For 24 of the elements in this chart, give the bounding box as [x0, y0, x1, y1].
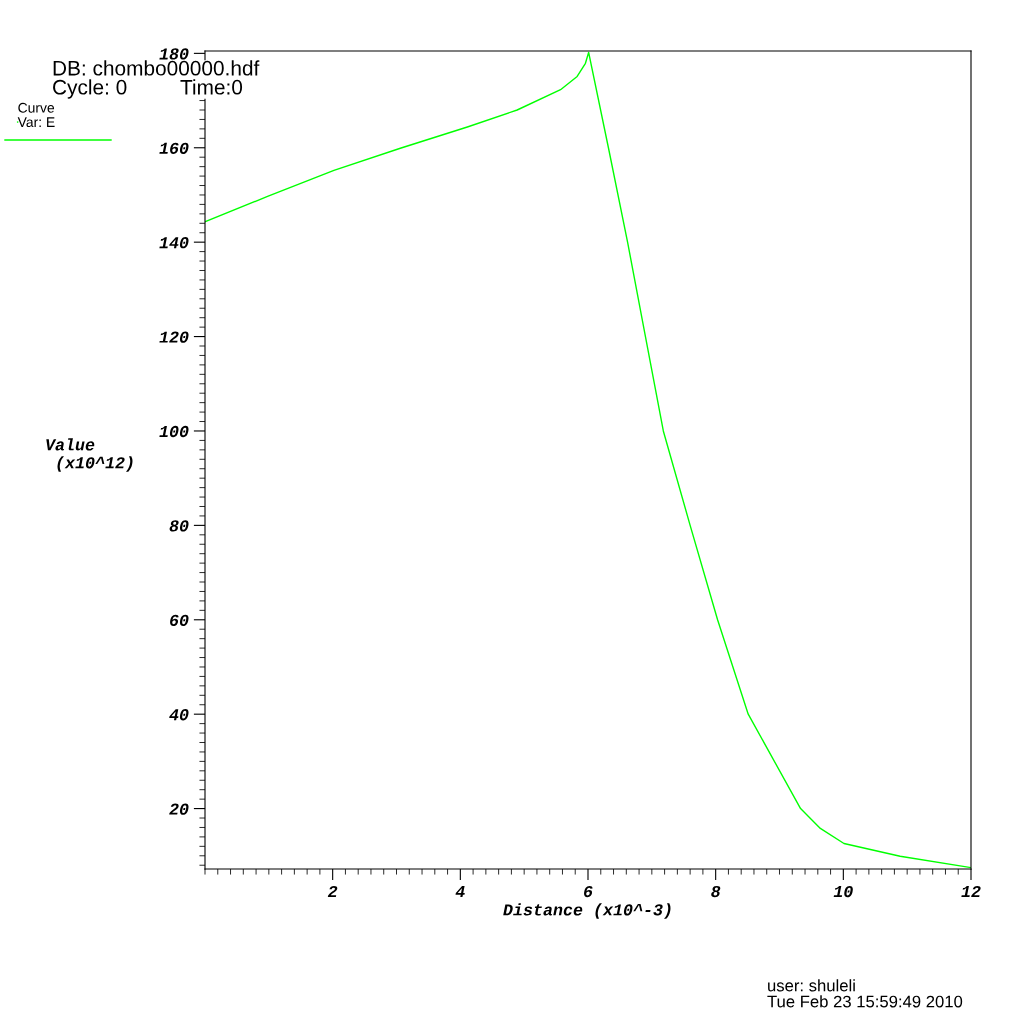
x-tick-label: 4	[455, 886, 465, 898]
y-tick-label: 20	[169, 803, 189, 815]
y-tick-label: 120	[159, 331, 189, 343]
text: Tue Feb 23 15:59:49 2010	[767, 995, 963, 1008]
y-tick-label: 60	[170, 614, 189, 626]
y-tick-label: 80	[169, 520, 189, 532]
text: Cycle: 0	[53, 79, 127, 99]
legend-title: Curve	[18, 102, 55, 113]
x-axis-title: Distance (x10^-3)	[503, 903, 671, 919]
x-tick-label: 10	[833, 885, 853, 898]
x-tick-label: 2	[327, 885, 338, 898]
text: user: shuleli	[768, 979, 855, 992]
annotation: DB: chombo00000.hdf	[53, 60, 260, 76]
y-tick-label: 100	[159, 425, 189, 438]
y-tick-label: 40	[169, 709, 189, 721]
legend-label: Var: E	[17, 117, 55, 128]
x-tick-label: 12	[961, 885, 981, 898]
x-tick-label: 8	[711, 885, 721, 898]
y-axis-title: Value (x10^12)	[46, 438, 133, 472]
y-tick-label: 180	[159, 48, 189, 60]
y-tick-label: 140	[159, 237, 189, 249]
y-tick-label: 160	[159, 142, 189, 154]
x-tick-label: 6	[584, 885, 593, 898]
annotation: Time:0	[180, 79, 243, 95]
